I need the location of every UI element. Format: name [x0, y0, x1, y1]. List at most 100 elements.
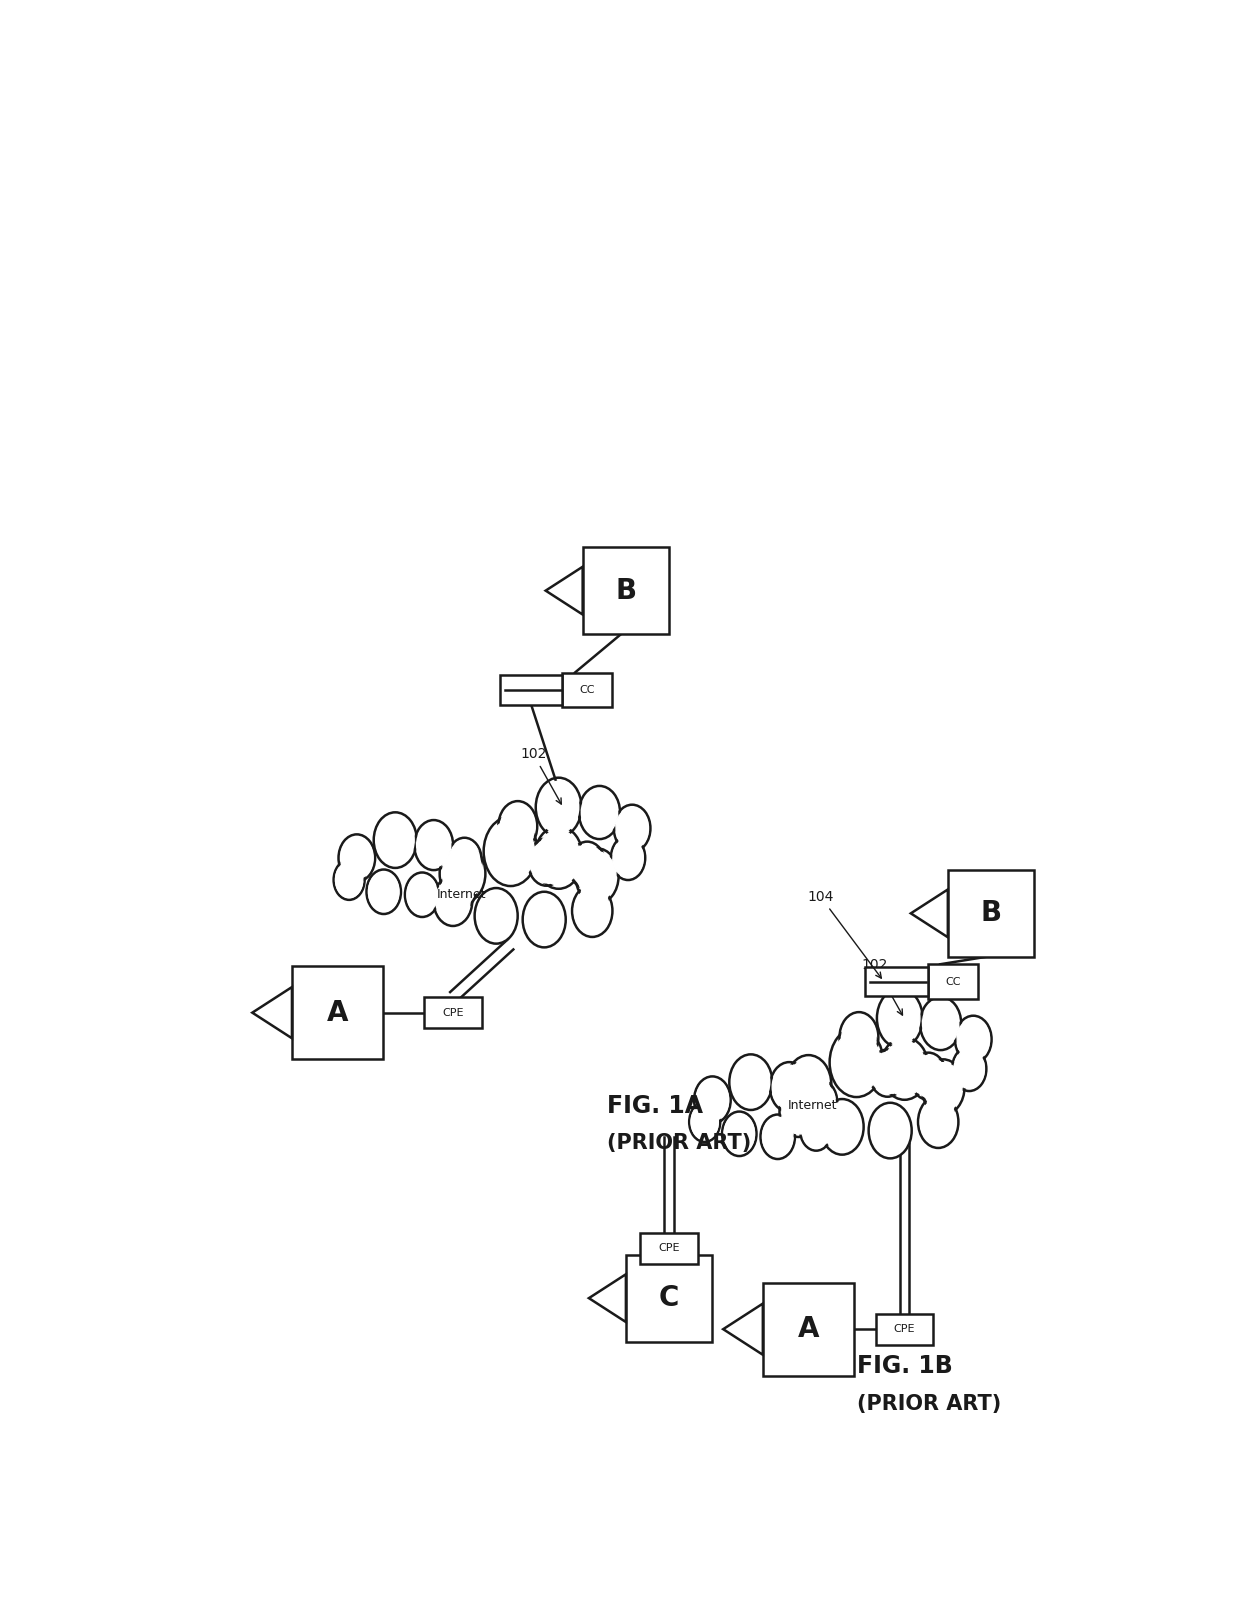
Bar	[640, 1233, 698, 1264]
Circle shape	[924, 1062, 962, 1112]
Circle shape	[501, 804, 534, 848]
Bar	[626, 1254, 713, 1341]
Circle shape	[802, 1112, 831, 1148]
Circle shape	[336, 862, 363, 898]
Circle shape	[833, 1032, 880, 1093]
Circle shape	[722, 1112, 756, 1156]
Bar	[291, 966, 383, 1059]
Bar	[424, 998, 481, 1028]
Circle shape	[536, 777, 582, 837]
Circle shape	[531, 841, 563, 883]
Circle shape	[913, 1056, 945, 1098]
Circle shape	[786, 1056, 831, 1114]
Circle shape	[495, 830, 525, 869]
Circle shape	[830, 1027, 883, 1098]
Polygon shape	[589, 1273, 626, 1322]
Circle shape	[802, 1080, 837, 1124]
Circle shape	[724, 1114, 754, 1153]
Bar	[875, 1314, 934, 1344]
Circle shape	[449, 840, 480, 880]
Circle shape	[789, 1059, 828, 1111]
Circle shape	[572, 885, 613, 937]
Circle shape	[376, 816, 414, 864]
Text: Internet: Internet	[787, 1099, 837, 1112]
Circle shape	[528, 838, 564, 885]
Text: CPE: CPE	[894, 1323, 915, 1335]
Circle shape	[836, 1041, 866, 1078]
Circle shape	[494, 829, 526, 870]
Text: CPE: CPE	[443, 1008, 464, 1017]
Circle shape	[537, 830, 580, 885]
Circle shape	[923, 999, 959, 1046]
Bar	[563, 672, 613, 708]
Circle shape	[373, 812, 417, 867]
Text: 102: 102	[862, 958, 903, 1016]
Circle shape	[879, 993, 920, 1045]
Circle shape	[918, 1096, 959, 1148]
Circle shape	[729, 1054, 773, 1111]
Circle shape	[835, 1040, 867, 1082]
Text: FIG. 1A: FIG. 1A	[606, 1095, 703, 1117]
Circle shape	[954, 1049, 985, 1088]
Circle shape	[697, 1080, 728, 1120]
Circle shape	[436, 879, 470, 924]
Circle shape	[613, 838, 644, 877]
Circle shape	[872, 1106, 909, 1156]
Circle shape	[443, 848, 482, 899]
Text: CPE: CPE	[658, 1243, 680, 1254]
Circle shape	[920, 1099, 956, 1145]
Circle shape	[574, 888, 610, 933]
Polygon shape	[252, 987, 291, 1038]
Circle shape	[434, 875, 472, 925]
Circle shape	[805, 1082, 836, 1122]
Circle shape	[694, 1077, 730, 1124]
Circle shape	[869, 1103, 911, 1159]
Bar	[583, 546, 670, 634]
Circle shape	[334, 859, 365, 899]
Circle shape	[405, 872, 439, 917]
Text: A: A	[327, 999, 348, 1027]
Circle shape	[763, 1117, 792, 1156]
Circle shape	[575, 848, 619, 904]
Circle shape	[691, 1104, 718, 1140]
Circle shape	[689, 1103, 720, 1141]
Polygon shape	[911, 890, 947, 937]
Circle shape	[475, 888, 517, 943]
Bar	[763, 1283, 854, 1375]
Circle shape	[444, 867, 476, 909]
Circle shape	[339, 835, 376, 882]
Circle shape	[760, 1114, 795, 1159]
Circle shape	[952, 1046, 986, 1091]
Circle shape	[579, 787, 620, 840]
Circle shape	[770, 1062, 808, 1112]
Polygon shape	[723, 1304, 763, 1354]
Polygon shape	[546, 567, 583, 614]
Bar	[947, 870, 1034, 958]
Circle shape	[446, 869, 475, 906]
Text: C: C	[658, 1285, 680, 1312]
Circle shape	[780, 1086, 818, 1136]
Circle shape	[582, 790, 618, 837]
Circle shape	[368, 872, 399, 911]
Text: CC: CC	[580, 685, 595, 695]
Circle shape	[534, 827, 583, 888]
Bar	[500, 675, 563, 704]
Text: 102: 102	[521, 748, 562, 804]
Text: A: A	[797, 1315, 820, 1343]
Circle shape	[800, 1109, 832, 1151]
Text: FIG. 1B: FIG. 1B	[857, 1354, 952, 1378]
Text: Internet: Internet	[436, 888, 486, 901]
Circle shape	[407, 875, 438, 914]
Circle shape	[498, 801, 537, 851]
Circle shape	[955, 1016, 992, 1062]
Circle shape	[839, 1012, 878, 1062]
Text: CC: CC	[945, 977, 960, 987]
Circle shape	[732, 1057, 770, 1106]
Circle shape	[880, 1037, 929, 1099]
Circle shape	[523, 891, 565, 948]
Circle shape	[341, 837, 373, 879]
Circle shape	[823, 1103, 861, 1151]
Circle shape	[578, 851, 616, 901]
Text: B: B	[615, 577, 636, 604]
Circle shape	[484, 817, 537, 887]
